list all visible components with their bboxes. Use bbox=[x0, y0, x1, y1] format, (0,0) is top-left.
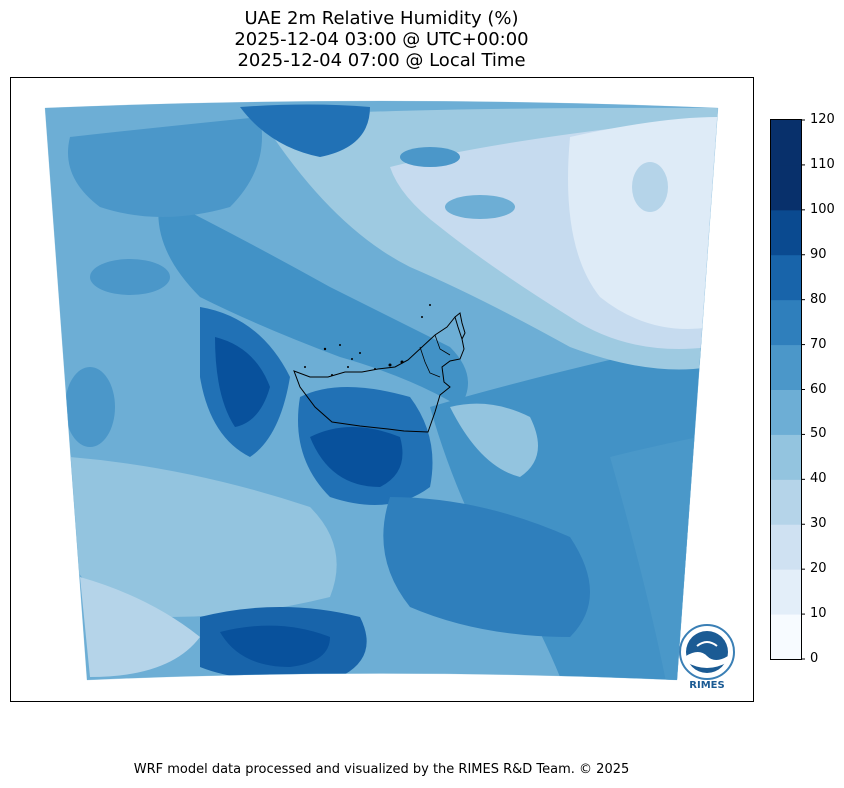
colorbar-tick-label: 10 bbox=[810, 606, 827, 622]
colorbar-segment bbox=[771, 254, 801, 301]
footer-credit: WRF model data processed and visualized … bbox=[133, 762, 630, 777]
colorbar-segment bbox=[771, 614, 801, 660]
colorbar-tick-label: 120 bbox=[810, 112, 835, 127]
colorbar bbox=[770, 119, 805, 660]
colorbar-segments bbox=[771, 120, 801, 660]
colorbar-tickmarks bbox=[801, 119, 805, 660]
colorbar-tick-label: 90 bbox=[810, 246, 827, 262]
rimes-logo: RIMES bbox=[679, 624, 735, 691]
colorbar-tick-label: 80 bbox=[810, 291, 827, 307]
title-line-local: 2025-12-04 07:00 @ Local Time bbox=[237, 50, 526, 71]
colorbar-tick-label: 30 bbox=[810, 516, 827, 532]
colorbar-segment bbox=[771, 209, 801, 256]
title-line-variable: UAE 2m Relative Humidity (%) bbox=[244, 8, 519, 29]
colorbar-tick-label: 60 bbox=[810, 381, 827, 397]
colorbar-tick-label: 0 bbox=[810, 651, 819, 666]
colorbar-segment bbox=[771, 120, 801, 166]
uae-islands bbox=[304, 304, 431, 376]
colorbar-segment bbox=[771, 479, 801, 525]
colorbar-segment bbox=[771, 299, 801, 346]
colorbar-segment bbox=[771, 344, 801, 390]
humidity-map: RIMES bbox=[10, 77, 754, 702]
humidity-field bbox=[45, 101, 718, 680]
colorbar-tick-label: 50 bbox=[810, 426, 827, 442]
colorbar-segment bbox=[771, 524, 801, 570]
colorbar-segment bbox=[771, 389, 801, 435]
title-line-utc: 2025-12-04 03:00 @ UTC+00:00 bbox=[234, 29, 529, 50]
colorbar-tick-label: 20 bbox=[810, 561, 827, 577]
colorbar-tick-label: 40 bbox=[810, 471, 827, 487]
figure-title: UAE 2m Relative Humidity (%) 2025-12-04 … bbox=[0, 8, 763, 71]
rimes-logo-text: RIMES bbox=[689, 680, 724, 691]
internal-emirate-borders bbox=[419, 334, 451, 378]
colorbar-segment bbox=[771, 164, 801, 211]
colorbar-tick-label: 110 bbox=[810, 156, 835, 172]
colorbar-segment bbox=[771, 569, 801, 615]
colorbar-tick-label: 70 bbox=[810, 336, 827, 352]
colorbar-segment bbox=[771, 434, 801, 480]
colorbar-tick-label: 100 bbox=[810, 201, 835, 217]
oman-musandam-border bbox=[454, 312, 466, 340]
